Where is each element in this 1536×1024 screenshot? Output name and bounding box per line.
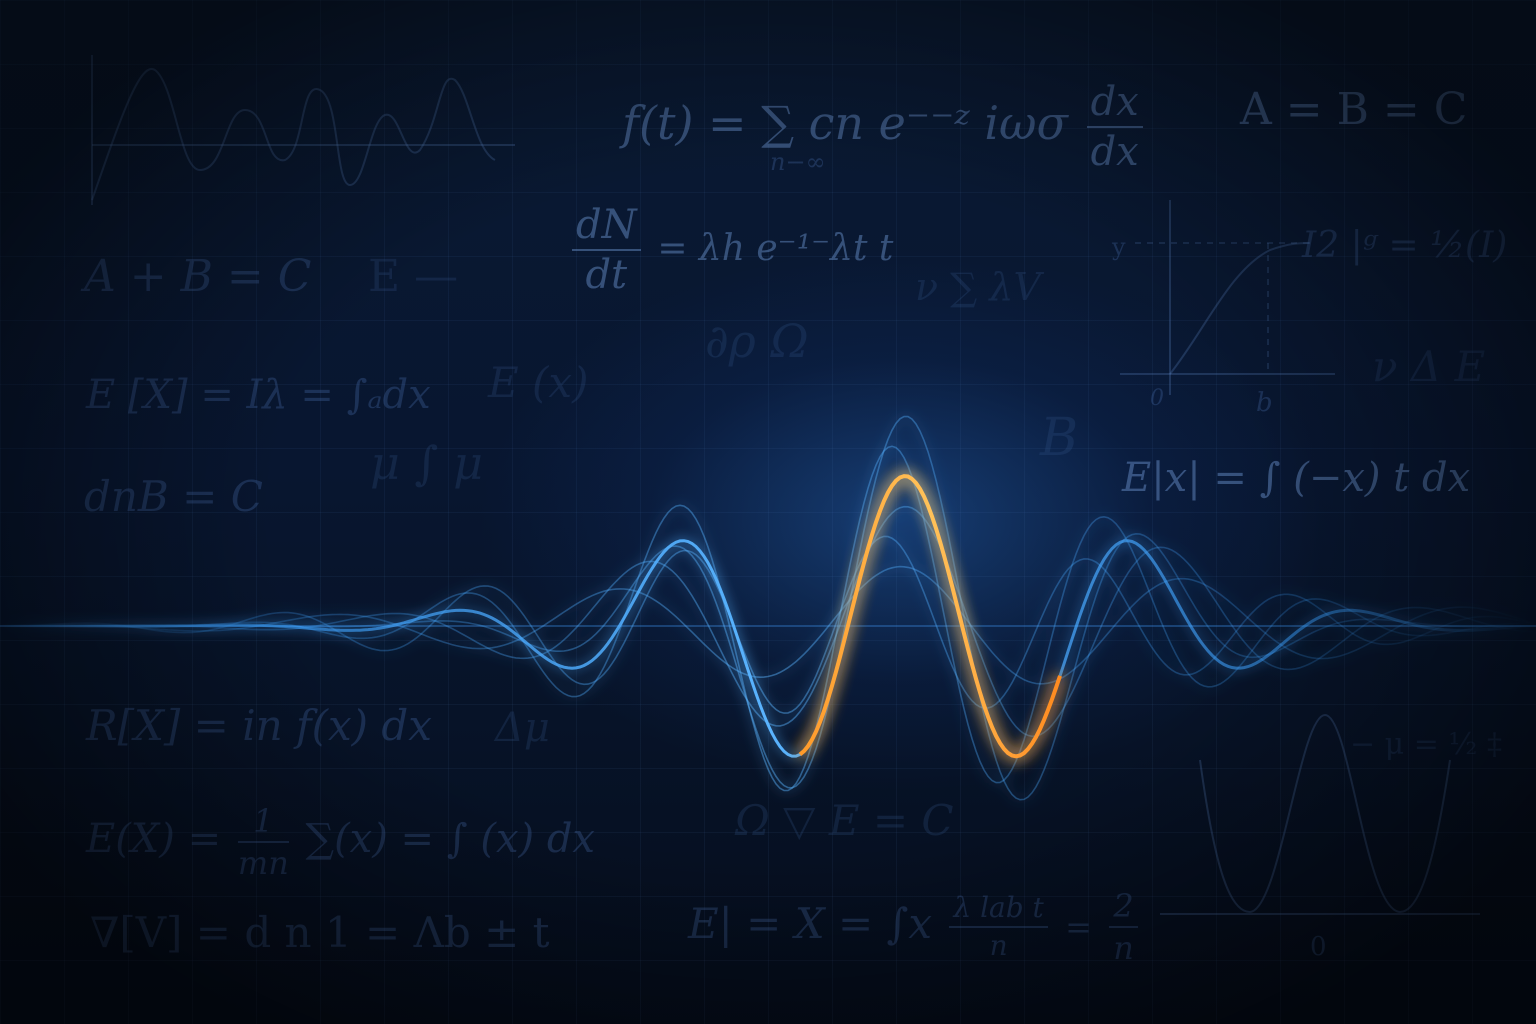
wave-ghost-1	[0, 415, 1536, 801]
wave-ghost-2	[0, 445, 1536, 792]
wave-main	[0, 474, 1536, 758]
wave-bundle	[0, 415, 1536, 801]
